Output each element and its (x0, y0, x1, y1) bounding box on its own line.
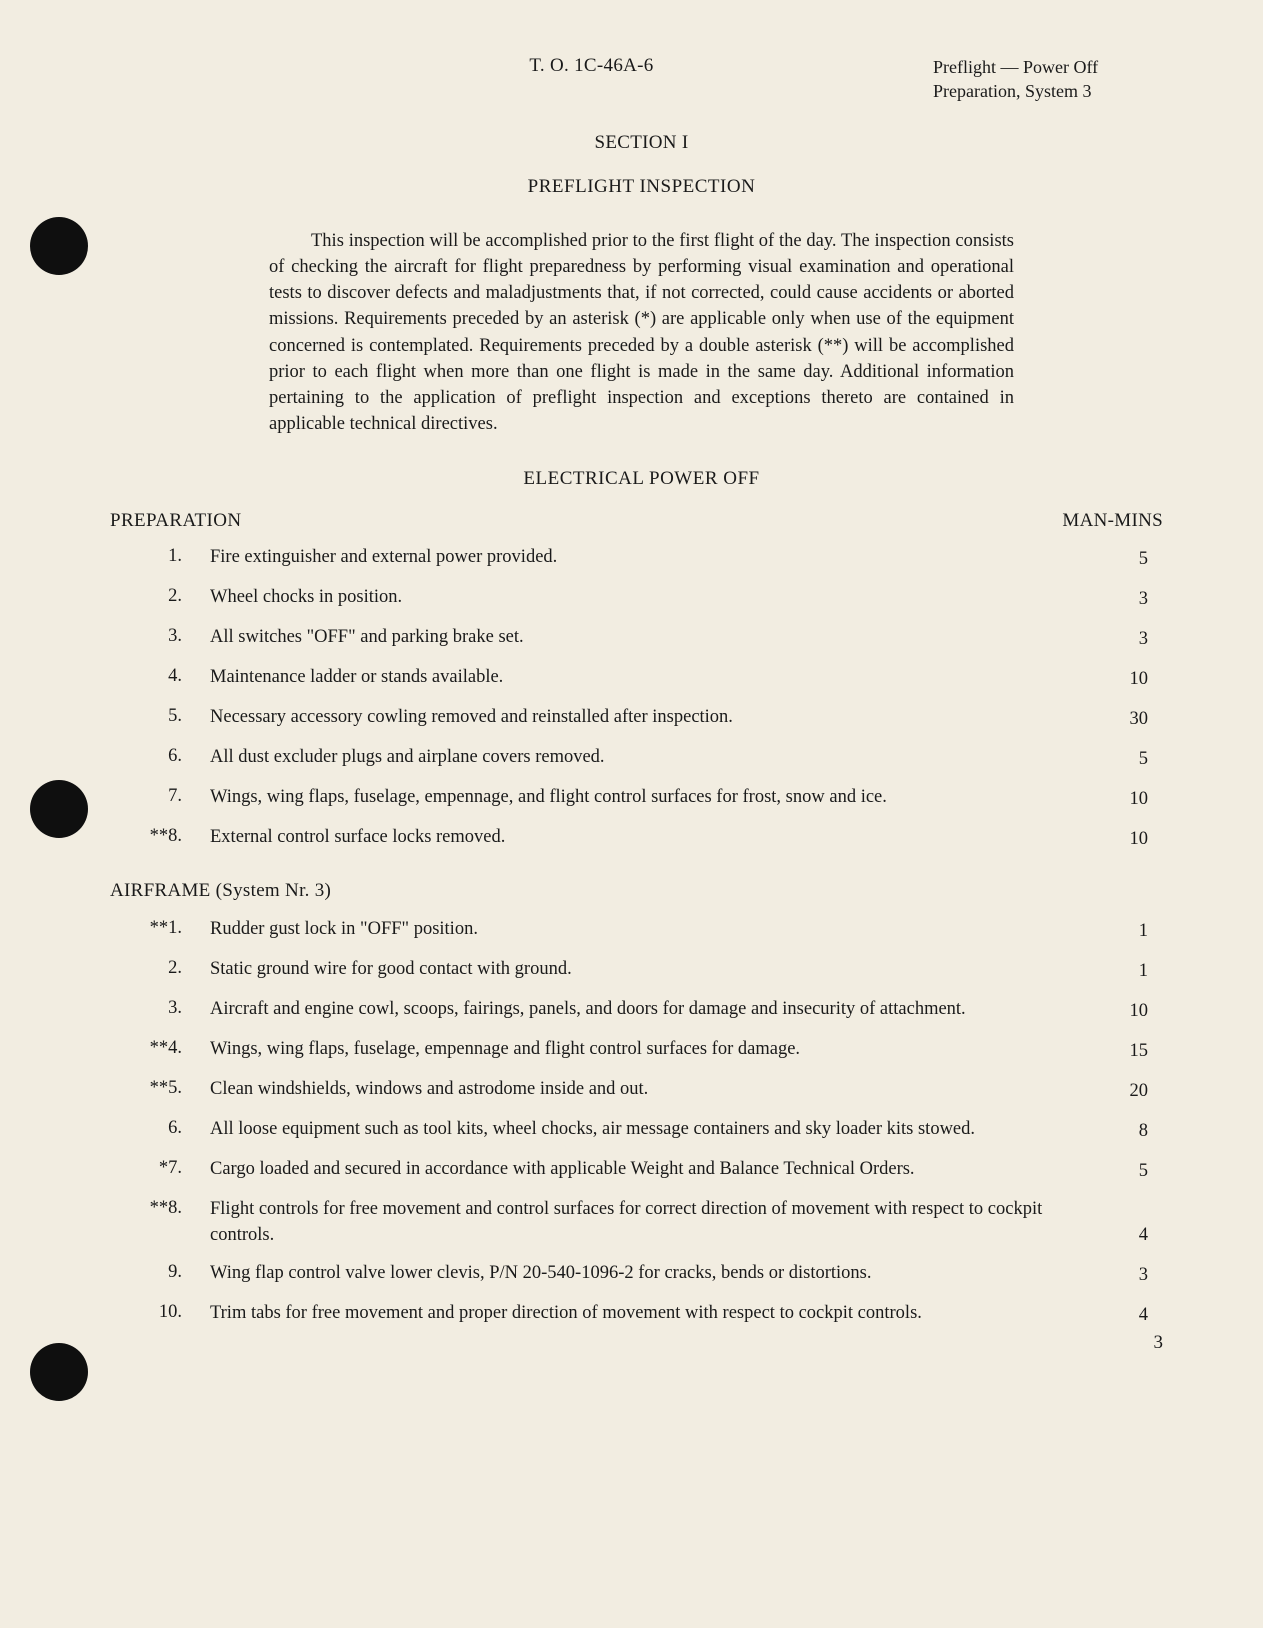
checklist-item: **4.Wings, wing flaps, fuselage, empenna… (110, 1036, 1173, 1064)
item-text: Wings, wing flaps, fuselage, empennage, … (210, 784, 1093, 810)
item-text: Maintenance ladder or stands available. (210, 664, 1093, 690)
item-number: **1. (110, 916, 210, 939)
item-number: 7. (110, 784, 210, 807)
checklist-item: 2.Wheel chocks in position.3 (110, 584, 1173, 612)
item-text: Wheel chocks in position. (210, 584, 1093, 610)
item-manmins: 10 (1093, 829, 1173, 852)
checklist-item: 5.Necessary accessory cowling removed an… (110, 704, 1173, 732)
item-number: **8. (110, 824, 210, 847)
column-header-manmins: MAN-MINS (1062, 510, 1163, 532)
item-number: 2. (110, 584, 210, 607)
checklist-preparation: 1.Fire extinguisher and external power p… (110, 544, 1173, 852)
item-number: 1. (110, 544, 210, 567)
section-label: SECTION I (110, 132, 1173, 154)
checklist-item: 7.Wings, wing flaps, fuselage, empennage… (110, 784, 1173, 812)
item-manmins: 10 (1093, 789, 1173, 812)
item-text: Wings, wing flaps, fuselage, empennage a… (210, 1036, 1093, 1062)
item-number: 3. (110, 996, 210, 1019)
page-title: PREFLIGHT INSPECTION (110, 176, 1173, 198)
item-number: **4. (110, 1036, 210, 1059)
checklist-item: **8.Flight controls for free movement an… (110, 1196, 1173, 1249)
checklist-item: 4.Maintenance ladder or stands available… (110, 664, 1173, 692)
item-text: Wing flap control valve lower clevis, P/… (210, 1260, 1093, 1286)
item-manmins: 5 (1093, 549, 1173, 572)
checklist-item: 10.Trim tabs for free movement and prope… (110, 1300, 1173, 1328)
item-manmins: 1 (1093, 961, 1173, 984)
item-number: **8. (110, 1196, 210, 1219)
checklist-item: 3.Aircraft and engine cowl, scoops, fair… (110, 996, 1173, 1024)
item-text: All dust excluder plugs and airplane cov… (210, 744, 1093, 770)
item-manmins: 10 (1093, 669, 1173, 692)
item-number: 5. (110, 704, 210, 727)
item-text: Clean windshields, windows and astrodome… (210, 1076, 1093, 1102)
item-number: 3. (110, 624, 210, 647)
item-manmins: 10 (1093, 1001, 1173, 1024)
item-manmins: 20 (1093, 1081, 1173, 1104)
header-line-2: Preparation, System 3 (933, 79, 1173, 103)
item-text: Necessary accessory cowling removed and … (210, 704, 1093, 730)
group-label-preparation: PREPARATION (110, 510, 241, 532)
item-text: All switches "OFF" and parking brake set… (210, 624, 1093, 650)
item-manmins: 5 (1093, 749, 1173, 772)
item-text: Cargo loaded and secured in accordance w… (210, 1156, 1093, 1182)
item-number: 10. (110, 1300, 210, 1323)
item-number: 6. (110, 1116, 210, 1139)
intro-paragraph: This inspection will be accomplished pri… (269, 228, 1014, 438)
document-id: T. O. 1C-46A-6 (110, 55, 933, 77)
item-text: Fire extinguisher and external power pro… (210, 544, 1093, 570)
item-manmins: 30 (1093, 709, 1173, 732)
header-line-1: Preflight — Power Off (933, 55, 1173, 79)
item-manmins: 1 (1093, 921, 1173, 944)
subheading: ELECTRICAL POWER OFF (110, 468, 1173, 490)
checklist-item: 3.All switches "OFF" and parking brake s… (110, 624, 1173, 652)
item-number: 4. (110, 664, 210, 687)
item-text: All loose equipment such as tool kits, w… (210, 1116, 1093, 1142)
checklist-item: 9.Wing flap control valve lower clevis, … (110, 1260, 1173, 1288)
checklist-item: **8.External control surface locks remov… (110, 824, 1173, 852)
checklist-item: **5.Clean windshields, windows and astro… (110, 1076, 1173, 1104)
item-text: Rudder gust lock in "OFF" position. (210, 916, 1093, 942)
checklist-item: **1.Rudder gust lock in "OFF" position.1 (110, 916, 1173, 944)
item-manmins: 3 (1093, 1265, 1173, 1288)
item-text: Static ground wire for good contact with… (210, 956, 1093, 982)
item-text: Trim tabs for free movement and proper d… (210, 1300, 1093, 1326)
checklist-item: 6.All loose equipment such as tool kits,… (110, 1116, 1173, 1144)
item-manmins: 4 (1093, 1305, 1173, 1328)
checklist-airframe: **1.Rudder gust lock in "OFF" position.1… (110, 916, 1173, 1329)
group-header-row: PREPARATION MAN-MINS (110, 510, 1173, 532)
checklist-item: 1.Fire extinguisher and external power p… (110, 544, 1173, 572)
group-label-airframe: AIRFRAME (System Nr. 3) (110, 880, 1173, 902)
page-number: 3 (1154, 1332, 1164, 1354)
item-text: Aircraft and engine cowl, scoops, fairin… (210, 996, 1093, 1022)
item-manmins: 5 (1093, 1161, 1173, 1184)
checklist-item: 6.All dust excluder plugs and airplane c… (110, 744, 1173, 772)
item-number: 2. (110, 956, 210, 979)
item-manmins: 4 (1093, 1225, 1173, 1248)
item-manmins: 3 (1093, 629, 1173, 652)
item-manmins: 3 (1093, 589, 1173, 612)
checklist-item: *7.Cargo loaded and secured in accordanc… (110, 1156, 1173, 1184)
item-manmins: 15 (1093, 1041, 1173, 1064)
item-text: Flight controls for free movement and co… (210, 1196, 1093, 1249)
checklist-item: 2.Static ground wire for good contact wi… (110, 956, 1173, 984)
page-header: T. O. 1C-46A-6 Preflight — Power Off Pre… (110, 55, 1173, 104)
item-number: *7. (110, 1156, 210, 1179)
document-page: T. O. 1C-46A-6 Preflight — Power Off Pre… (0, 0, 1263, 1396)
item-number: 9. (110, 1260, 210, 1283)
item-number: 6. (110, 744, 210, 767)
page-context: Preflight — Power Off Preparation, Syste… (933, 55, 1173, 104)
item-text: External control surface locks removed. (210, 824, 1093, 850)
item-manmins: 8 (1093, 1121, 1173, 1144)
item-number: **5. (110, 1076, 210, 1099)
